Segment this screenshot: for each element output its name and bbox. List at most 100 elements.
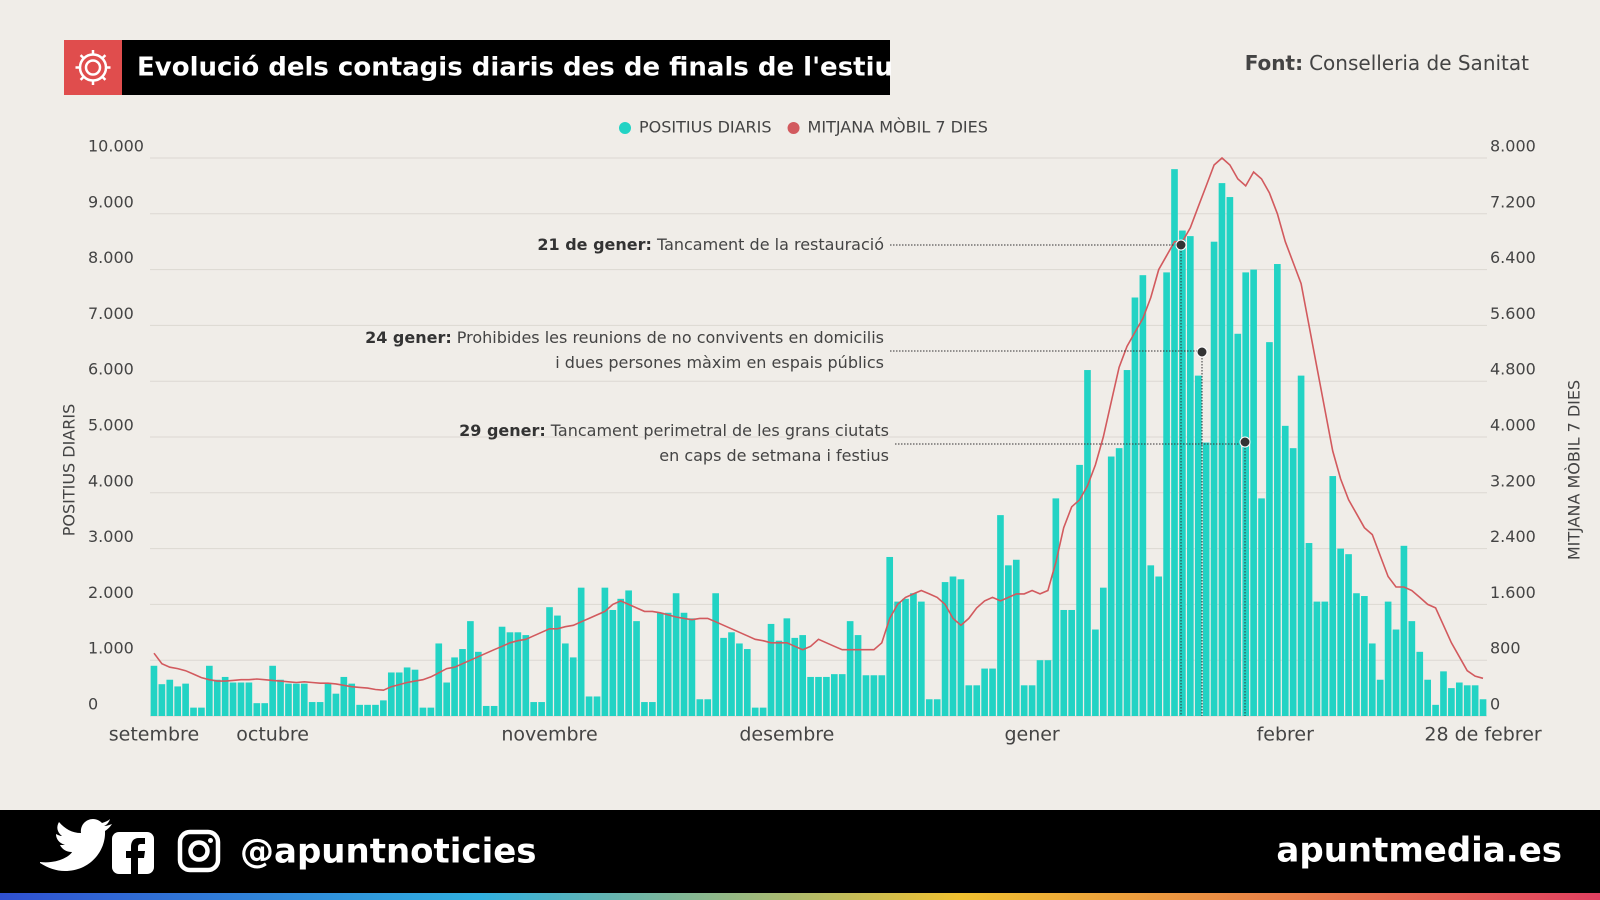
bar xyxy=(221,676,229,716)
y-tick-label: 7.000 xyxy=(88,304,134,323)
bar xyxy=(1416,651,1424,716)
bar xyxy=(229,682,237,716)
bar xyxy=(380,700,387,716)
bar xyxy=(633,621,640,716)
bar xyxy=(894,601,901,716)
legend-label[interactable]: MITJANA MÒBIL 7 DIES xyxy=(808,118,988,137)
bar xyxy=(1368,643,1376,716)
footer-handle[interactable]: @apuntnoticies xyxy=(240,832,537,872)
bar xyxy=(704,699,712,716)
bar xyxy=(372,704,379,716)
bar xyxy=(213,679,221,716)
y2-tick-label: 0 xyxy=(1490,695,1500,714)
bar xyxy=(182,683,189,716)
y2-tick-label: 8.000 xyxy=(1490,137,1536,156)
bar xyxy=(411,669,419,716)
bar xyxy=(791,637,799,716)
chart-title: Evolució dels contagis diaris des de fin… xyxy=(137,53,893,83)
bar xyxy=(601,587,609,716)
y2-tick-label: 3.200 xyxy=(1490,471,1536,490)
bar xyxy=(902,598,909,716)
y-tick-label: 0 xyxy=(88,695,98,714)
annotation-text: 24 gener: Prohibides les reunions de no c… xyxy=(365,328,884,347)
bar xyxy=(1361,596,1368,716)
annotation-line: Tancament de la restauració xyxy=(656,235,884,254)
y2-tick-label: 7.200 xyxy=(1490,192,1536,211)
bar xyxy=(293,683,300,716)
bar xyxy=(838,674,846,716)
bar xyxy=(1471,685,1479,716)
bar xyxy=(451,657,458,716)
bar xyxy=(688,618,696,716)
y-tick-label: 9.000 xyxy=(88,192,134,211)
bar xyxy=(1281,425,1289,716)
footer xyxy=(0,810,1600,900)
bar xyxy=(277,679,284,716)
bar xyxy=(823,676,830,716)
bar xyxy=(1092,629,1099,716)
bar xyxy=(641,702,648,716)
annotation-bold: 29 gener: xyxy=(459,421,546,440)
bar xyxy=(1250,269,1257,716)
bar xyxy=(150,665,158,716)
bar xyxy=(1424,679,1431,716)
bar xyxy=(443,682,450,716)
twitter-icon[interactable] xyxy=(40,819,112,871)
bar xyxy=(1028,685,1036,716)
bar xyxy=(1210,241,1218,716)
bar xyxy=(158,684,166,716)
bar xyxy=(973,685,981,716)
bar xyxy=(1194,375,1202,716)
y-tick-label: 10.000 xyxy=(88,137,144,156)
bar xyxy=(482,705,490,716)
bar xyxy=(395,672,403,716)
bar xyxy=(854,635,862,716)
x-tick-label: 28 de febrer xyxy=(1424,724,1542,746)
annotation-bold: 24 gener: xyxy=(365,328,452,347)
bar xyxy=(245,682,253,716)
instagram-icon[interactable] xyxy=(177,829,221,873)
bar xyxy=(506,632,514,716)
bar xyxy=(577,587,585,716)
annotation-line: en caps de setmana i festius xyxy=(659,446,889,465)
bar xyxy=(656,612,664,716)
y-axis-label: POSITIUS DIARIS xyxy=(60,404,79,537)
bar xyxy=(1107,456,1115,716)
x-tick-label: novembre xyxy=(501,724,597,746)
bar xyxy=(1179,230,1186,717)
bar xyxy=(1321,601,1329,716)
bar xyxy=(593,696,601,716)
virus-icon xyxy=(75,50,111,85)
bar xyxy=(554,615,561,716)
bar xyxy=(617,598,625,716)
bar xyxy=(1044,660,1052,716)
bar xyxy=(198,707,205,716)
footer-site[interactable]: apuntmedia.es xyxy=(1276,831,1562,871)
bar xyxy=(1226,197,1234,716)
y-tick-label: 6.000 xyxy=(88,360,134,379)
bar xyxy=(459,649,466,716)
annotation-dot xyxy=(1175,239,1187,251)
bar xyxy=(925,699,933,716)
bar xyxy=(949,576,957,716)
bar xyxy=(1218,183,1226,717)
bar xyxy=(1242,272,1250,716)
y-tick-label: 1.000 xyxy=(88,639,134,658)
annotation-line: Prohibides les reunions de no convivents… xyxy=(457,328,884,347)
annotation-line: Tancament perimetral de les grans ciutat… xyxy=(550,421,889,440)
bar xyxy=(751,707,759,716)
x-tick-label: octubre xyxy=(236,724,309,746)
legend-swatch xyxy=(787,122,800,134)
bar xyxy=(419,707,427,716)
bar xyxy=(1052,498,1060,716)
bar xyxy=(490,705,498,716)
y2-tick-label: 4.800 xyxy=(1490,360,1536,379)
bar xyxy=(1432,704,1439,716)
bar xyxy=(364,704,371,716)
y2-tick-label: 6.400 xyxy=(1490,248,1536,267)
bar xyxy=(1392,629,1400,716)
legend-label[interactable]: POSITIUS DIARIS xyxy=(639,118,772,137)
bar xyxy=(253,703,261,716)
y-tick-label: 8.000 xyxy=(88,248,134,267)
y-tick-label: 3.000 xyxy=(88,527,134,546)
